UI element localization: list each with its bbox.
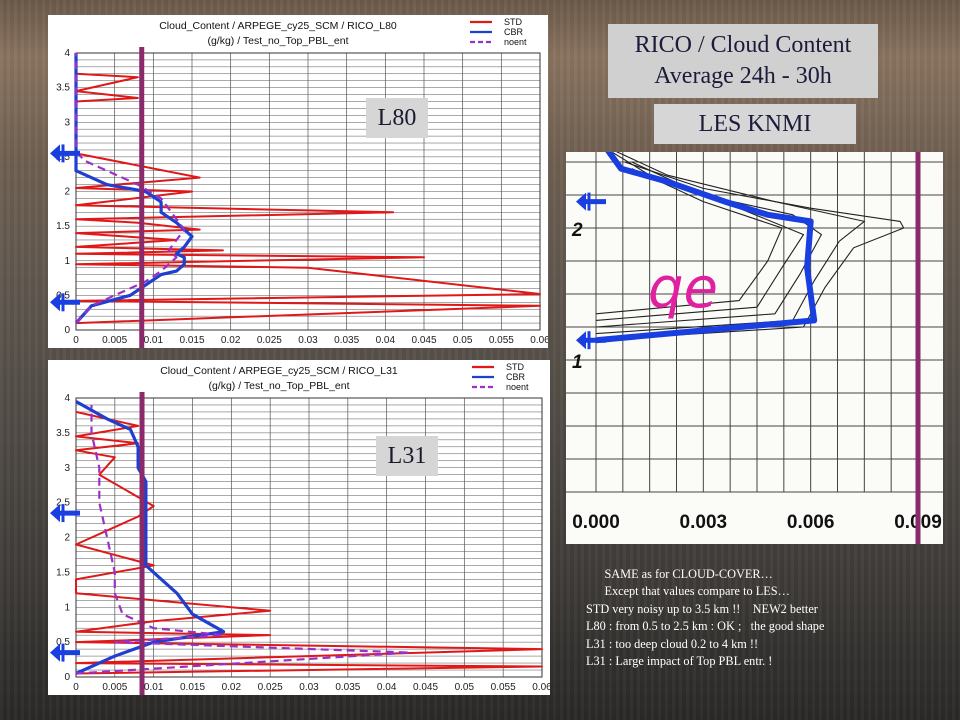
x-tick-label: 0.003 (680, 512, 728, 533)
chart-l31-svg: 0 0.005 0.01 0.015 0.02 0.025 0.03 0.035 0.04 0.0… (50, 362, 550, 695)
y-tick-label: 4 (64, 393, 70, 404)
x-tick-label: 0.03 (298, 335, 318, 346)
legend-label: noent (504, 37, 527, 47)
plot-frame (75, 397, 543, 678)
y-tick-label: 1 (64, 602, 70, 613)
height-arrow-head (50, 643, 60, 662)
page-title: RICO / Cloud Content Average 24h - 30h (608, 24, 878, 98)
height-arrow-head (576, 331, 586, 350)
note-line: SAME as for CLOUD-COVER… (586, 567, 773, 581)
les-model-line (595, 152, 818, 344)
y-tick-label: 0 (64, 672, 70, 683)
x-tick-label: 0.01 (144, 335, 164, 346)
x-tick-label: 0.03 (299, 682, 319, 693)
chart-l80: 0 0.005 0.01 0.015 0.02 0.025 0.03 0.035 0.04 0.0… (48, 15, 548, 348)
x-tick-label: 0.025 (257, 335, 282, 346)
y-tick-label: 1.5 (56, 221, 70, 232)
legend-label: STD (504, 17, 523, 27)
y-tick-label: 0 (64, 325, 70, 336)
y-tick-label: 1 (572, 352, 583, 373)
x-tick-label: 0.025 (258, 682, 283, 693)
x-tick-label: 0.055 (491, 682, 516, 693)
x-tick-label: 0.045 (413, 682, 438, 693)
x-tick-label: 0.015 (180, 682, 205, 693)
legend-label: CBR (504, 27, 524, 37)
x-tick-label: 0.02 (222, 682, 242, 693)
y-tick-label: 2.5 (56, 498, 70, 509)
y-tick-label: 1.5 (56, 567, 70, 578)
x-tick-label: 0.006 (787, 512, 835, 533)
x-tick-label: 0.01 (144, 682, 164, 693)
x-tick-label: 0.055 (489, 335, 514, 346)
y-tick-label: 3.5 (56, 428, 70, 439)
note-line: STD very noisy up to 3.5 km !! NEW2 bett… (586, 601, 818, 616)
height-arrow-head (50, 504, 60, 523)
height-arrow-head (50, 144, 60, 163)
x-tick-label: 0.05 (453, 335, 473, 346)
notes-text: SAME as for CLOUD-COVER… Except that val… (586, 566, 946, 670)
chart-l31: 0 0.005 0.01 0.015 0.02 0.025 0.03 0.035 0.04 0.0… (48, 360, 550, 695)
series-line-noent (75, 405, 412, 675)
x-tick-label: 0.045 (411, 335, 436, 346)
y-tick-label: 3.5 (56, 83, 70, 94)
y-tick-label: 0.5 (56, 637, 70, 648)
x-tick-label: 0.015 (179, 335, 204, 346)
les-profile-line (595, 152, 866, 335)
legend-label: STD (506, 362, 525, 372)
height-arrow-head (50, 293, 60, 312)
legend-label: CBR (506, 372, 526, 382)
l80-label: L80 (366, 98, 428, 138)
chart-subtitle: (g/kg) / Test_no_Top_PBL_ent (207, 35, 348, 47)
x-tick-label: 0.035 (335, 682, 360, 693)
x-tick-label: 0.04 (376, 335, 396, 346)
chart-title: Cloud_Content / ARPEGE_cy25_SCM / RICO_L… (159, 20, 397, 32)
les-profile-line (595, 161, 905, 341)
x-tick-label: 0.005 (102, 335, 127, 346)
legend-label: noent (506, 382, 529, 392)
series-line-cbr (74, 53, 194, 325)
page-title-line1: RICO / Cloud Content (634, 32, 852, 58)
x-tick-label: 0 (73, 335, 79, 346)
x-tick-label: 0 (73, 682, 79, 693)
les-annotation: qe (648, 256, 718, 321)
chart-subtitle: (g/kg) / Test_no_Top_PBL_ent (208, 380, 349, 392)
plot-frame (75, 52, 541, 331)
y-tick-label: 2 (571, 220, 583, 241)
y-tick-label: 2 (64, 187, 70, 198)
height-arrow-head (576, 192, 586, 211)
x-tick-label: 0.05 (455, 682, 475, 693)
x-tick-label: 0.06 (532, 682, 550, 693)
les-knmi-label: LES KNMI (654, 104, 856, 144)
y-tick-label: 2 (64, 533, 70, 544)
l31-label: L31 (376, 436, 438, 476)
note-line: L80 : from 0.5 to 2.5 km : OK ; the good… (586, 619, 825, 634)
les-profile-line (595, 168, 783, 315)
series-line-std (75, 53, 541, 325)
note-line: L31 : too deep cloud 0.2 to 4 km !! (586, 636, 759, 651)
note-line: L31 : Large impact of Top PBL entr. ! (586, 654, 773, 669)
y-tick-label: 1 (64, 256, 70, 267)
x-tick-label: 0.06 (530, 335, 548, 346)
y-tick-label: 3 (64, 463, 70, 474)
note-line: Except that values compare to LES… (586, 584, 790, 599)
x-tick-label: 0.02 (221, 335, 241, 346)
x-tick-label: 0.035 (334, 335, 359, 346)
y-tick-label: 3 (64, 117, 70, 128)
y-tick-label: 4 (64, 48, 70, 59)
page-title-line2: Average 24h - 30h (654, 63, 832, 89)
chart-l80-svg: 0 0.005 0.01 0.015 0.02 0.025 0.03 0.035 0.04 0.0… (50, 17, 548, 348)
x-tick-label: 0.000 (572, 512, 620, 533)
x-tick-label: 0.04 (377, 682, 397, 693)
chart-title: Cloud_Content / ARPEGE_cy25_SCM / RICO_L… (160, 365, 398, 377)
x-tick-label: 0.005 (102, 682, 127, 693)
